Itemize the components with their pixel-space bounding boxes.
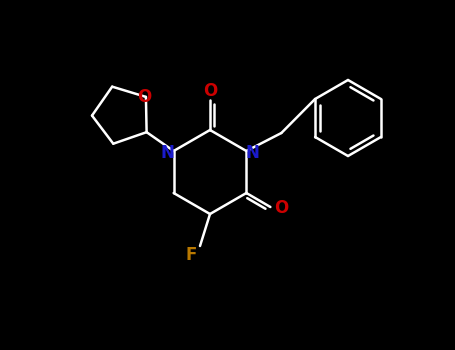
- Text: F: F: [185, 246, 197, 264]
- Text: O: O: [137, 88, 151, 106]
- Text: O: O: [203, 82, 217, 100]
- Text: N: N: [245, 144, 259, 162]
- Text: N: N: [161, 144, 175, 162]
- Text: O: O: [274, 199, 288, 217]
